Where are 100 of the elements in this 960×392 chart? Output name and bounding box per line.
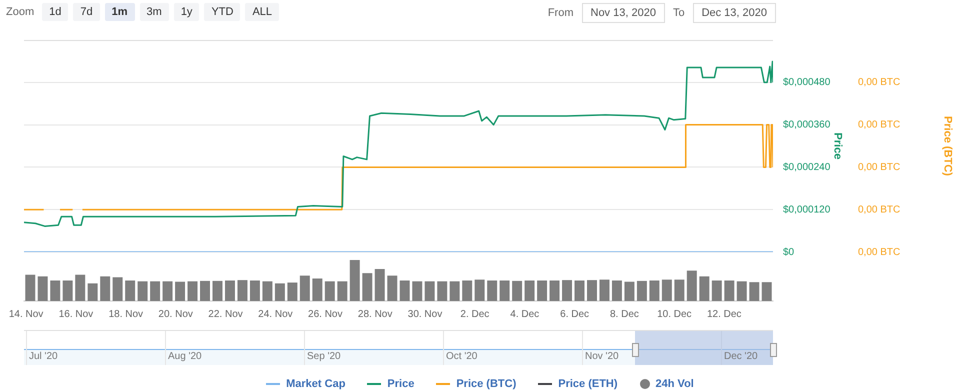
x-tick-label: 14. Nov xyxy=(8,308,44,320)
text: Jul '20 xyxy=(29,351,58,362)
bar xyxy=(262,281,272,301)
bar xyxy=(200,280,210,301)
y2-tick-label: 0,00 BTC xyxy=(858,77,900,88)
bar xyxy=(25,274,36,301)
bar xyxy=(175,282,186,301)
zoom-button: 3m xyxy=(140,3,169,21)
date-field: Nov 13, 2020 xyxy=(582,3,665,23)
text: From xyxy=(548,7,574,19)
x-tick-label: 10. Dec xyxy=(657,308,692,320)
y2-tick-label: 0,00 BTC xyxy=(858,204,900,216)
legend-label: 24h Vol xyxy=(656,378,694,390)
bar xyxy=(237,280,248,301)
bar xyxy=(462,280,472,301)
bar xyxy=(736,281,747,301)
y-tick-label: $0,000120 xyxy=(783,204,831,216)
bar xyxy=(437,281,448,301)
zoom-button: YTD xyxy=(204,3,240,21)
bar xyxy=(662,280,672,301)
text: Oct '20 xyxy=(446,351,478,362)
y2-tick-label: 0,00 BTC xyxy=(858,246,900,258)
legend-label: Price xyxy=(387,378,414,390)
x-tick-label: 12. Dec xyxy=(706,308,742,320)
x-tick-label: 22. Nov xyxy=(208,308,243,320)
bar xyxy=(125,280,136,301)
bar xyxy=(749,282,760,301)
bar xyxy=(686,270,697,301)
bar xyxy=(550,280,560,301)
bar xyxy=(636,280,647,301)
bar xyxy=(487,280,498,301)
bar xyxy=(150,281,160,301)
zoom-button: 7d xyxy=(73,3,100,21)
text: Aug '20 xyxy=(168,351,202,362)
bar xyxy=(537,280,548,301)
x-tick-label: 4. Dec xyxy=(510,308,540,320)
bar xyxy=(112,277,123,301)
x-tick-label: 24. Nov xyxy=(258,308,293,320)
x-tick-label: 26. Nov xyxy=(308,308,342,320)
bar xyxy=(500,280,510,301)
bar xyxy=(587,280,597,301)
zoom-button: 1y xyxy=(174,3,200,21)
y-tick-label: $0 xyxy=(783,246,795,258)
bar xyxy=(424,281,435,301)
bar xyxy=(50,280,60,301)
bar xyxy=(762,282,772,301)
x-tick-label: 2. Dec xyxy=(460,308,490,320)
x-tick-label: 16. Nov xyxy=(58,308,94,320)
bar xyxy=(712,280,722,301)
bar xyxy=(524,280,535,301)
bar xyxy=(612,280,622,301)
bar xyxy=(100,276,110,301)
bar xyxy=(350,260,360,301)
y-axis-title: Price xyxy=(831,132,844,160)
bar xyxy=(512,280,522,301)
x-tick-label: 18. Nov xyxy=(108,308,144,320)
bar xyxy=(724,280,734,301)
text: Nov '20 xyxy=(585,351,619,362)
y2-tick-label: 0,00 BTC xyxy=(858,120,900,131)
bar xyxy=(624,282,634,301)
bar xyxy=(699,276,710,301)
bar xyxy=(674,280,684,301)
bar xyxy=(562,280,572,301)
text: To xyxy=(672,7,685,19)
bar xyxy=(362,273,372,301)
zoom-button: 1m xyxy=(104,3,135,21)
text: Dec '20 xyxy=(724,351,758,362)
y2-axis-title: Price (BTC) xyxy=(941,116,954,176)
bar xyxy=(250,280,260,301)
x-tick-label: 28. Nov xyxy=(358,308,392,320)
bar xyxy=(387,276,398,301)
text: Sep '20 xyxy=(307,351,341,362)
zoom-button: ALL xyxy=(245,3,280,21)
bar xyxy=(300,276,310,301)
x-tick-label: 30. Nov xyxy=(408,308,442,320)
legend-label: Price (BTC) xyxy=(456,378,516,390)
legend-label: Price (ETH) xyxy=(558,378,618,390)
y2-tick-label: 0,00 BTC xyxy=(858,162,900,173)
x-tick-label: 8. Dec xyxy=(610,308,639,320)
x-tick-label: 20. Nov xyxy=(158,308,193,320)
bar xyxy=(75,274,86,301)
bar xyxy=(574,280,584,301)
bar xyxy=(38,276,48,301)
bar xyxy=(162,281,173,301)
legend-label: Market Cap xyxy=(286,378,346,390)
bar xyxy=(287,282,298,301)
bar xyxy=(450,281,460,301)
bar xyxy=(337,281,348,301)
zoom-button: 1d xyxy=(42,3,68,21)
bar xyxy=(274,283,285,301)
bar xyxy=(88,283,98,301)
y-tick-label: $0,000240 xyxy=(783,162,831,173)
bar xyxy=(324,281,335,301)
bar xyxy=(212,280,222,301)
bar xyxy=(224,280,235,301)
y-tick-label: $0,000360 xyxy=(783,120,831,131)
x-tick-label: 6. Dec xyxy=(560,308,590,320)
bar xyxy=(649,280,660,301)
bar xyxy=(188,281,198,301)
bar xyxy=(62,280,73,301)
